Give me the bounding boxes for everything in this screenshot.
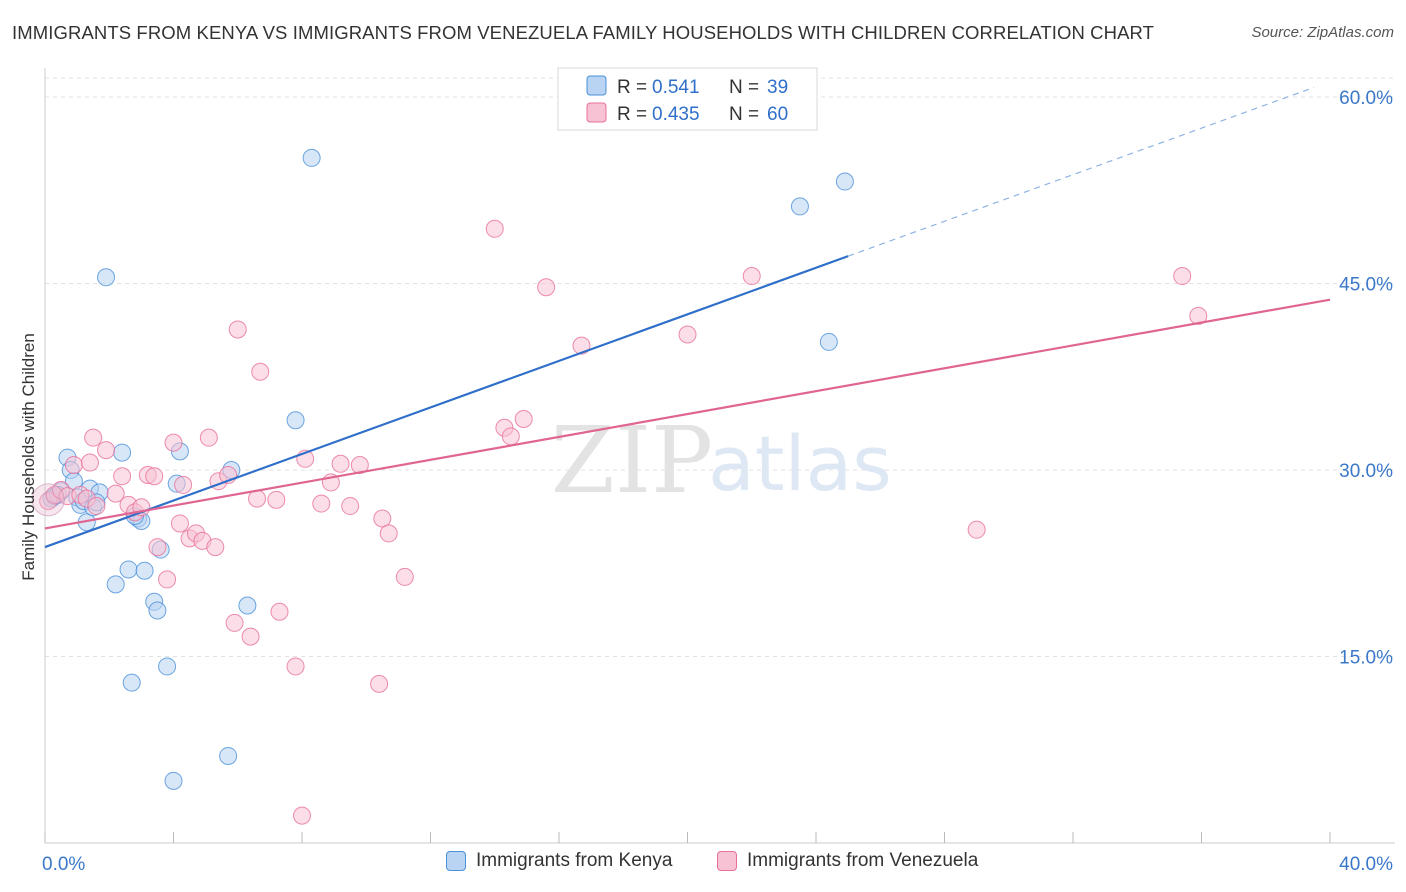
- data-point-1-52: [514, 410, 533, 429]
- data-point-1-21: [170, 514, 189, 533]
- legend-item-kenya: Immigrants from Kenya: [446, 850, 672, 872]
- data-point-0-16: [119, 560, 138, 579]
- watermark-atlas: atlas: [708, 419, 892, 508]
- legend-r-label-kenya: R =: [617, 77, 647, 98]
- series-legend: Immigrants from Kenya Immigrants from Ve…: [0, 850, 1406, 880]
- legend-r-label-venezuela: R =: [617, 104, 647, 125]
- data-point-1-56: [742, 267, 761, 286]
- legend-swatch-kenya: [586, 75, 607, 96]
- data-point-1-7: [80, 453, 99, 472]
- data-point-1-17: [145, 467, 164, 486]
- legend: R = 0.541 N = 39 R = 0.435 N = 60: [557, 67, 818, 131]
- data-point-1-40: [312, 494, 331, 513]
- data-point-0-32: [302, 148, 321, 167]
- trend-line-kenya-extension: [847, 86, 1315, 257]
- data-point-0-17: [122, 673, 141, 692]
- legend-r-value-kenya: 0.541: [652, 77, 700, 98]
- data-point-0-34: [819, 332, 838, 351]
- gridlines: [45, 77, 1395, 657]
- data-point-1-42: [331, 454, 350, 473]
- data-point-1-22: [174, 475, 193, 494]
- data-point-1-46: [373, 509, 392, 528]
- data-point-0-28: [219, 746, 238, 765]
- x-tick-label-0: 0.0%: [42, 854, 85, 875]
- data-point-1-11: [106, 484, 125, 503]
- data-point-1-12: [113, 467, 132, 486]
- data-point-1-37: [286, 657, 305, 676]
- data-point-1-31: [228, 320, 247, 339]
- chart-title: IMMIGRANTS FROM KENYA VS IMMIGRANTS FROM…: [12, 22, 1155, 43]
- data-point-cluster: [31, 483, 65, 517]
- data-point-0-24: [158, 657, 177, 676]
- data-point-1-47: [379, 524, 398, 543]
- legend-label-venezuela: Immigrants from Venezuela: [747, 850, 979, 871]
- data-point-1-54: [572, 336, 591, 355]
- legend-swatch-venezuela-bottom: [717, 851, 737, 871]
- series-1-points: [39, 219, 1208, 825]
- data-point-1-32: [241, 627, 260, 646]
- data-point-1-20: [164, 433, 183, 452]
- data-point-1-35: [267, 490, 286, 509]
- trend-lines: [44, 86, 1331, 549]
- data-point-1-58: [1173, 267, 1192, 286]
- data-point-1-44: [350, 456, 369, 475]
- data-point-1-39: [293, 806, 311, 825]
- x-tick-labels: 0.0% 40.0%: [42, 854, 1393, 875]
- data-point-1-4: [64, 456, 83, 475]
- data-point-0-13: [97, 268, 116, 287]
- y-tick-label-3: 60.0%: [1339, 88, 1393, 109]
- data-point-1-43: [341, 497, 360, 516]
- x-tick-label-1: 40.0%: [1339, 854, 1393, 875]
- y-tick-label-0: 15.0%: [1339, 648, 1393, 669]
- data-point-1-49: [485, 219, 504, 238]
- legend-n-label-kenya: N =: [729, 77, 759, 98]
- axes: [44, 68, 1395, 844]
- watermark: ZIP atlas: [551, 407, 892, 514]
- data-point-0-25: [164, 771, 183, 790]
- data-point-1-8: [84, 428, 103, 447]
- data-point-0-14: [113, 443, 132, 462]
- data-point-1-27: [206, 538, 225, 557]
- legend-swatch-kenya-bottom: [446, 851, 466, 871]
- data-points: [31, 148, 1208, 825]
- legend-n-value-kenya: 39: [767, 77, 788, 98]
- y-tick-labels: 15.0% 30.0% 45.0% 60.0%: [1339, 88, 1393, 669]
- data-point-1-30: [225, 613, 244, 632]
- legend-n-value-venezuela: 60: [767, 104, 788, 125]
- data-point-0-22: [148, 601, 167, 620]
- data-point-1-9: [87, 497, 106, 516]
- data-point-1-10: [97, 441, 116, 460]
- data-point-0-31: [286, 411, 305, 430]
- y-tick-label-1: 30.0%: [1339, 461, 1393, 482]
- y-tick-label-2: 45.0%: [1339, 275, 1393, 296]
- y-axis-label: Family Households with Children: [19, 333, 38, 581]
- data-point-0-15: [106, 575, 125, 594]
- data-point-0-30: [238, 596, 257, 615]
- data-point-1-26: [199, 428, 218, 447]
- legend-r-value-venezuela: 0.435: [652, 104, 700, 125]
- data-point-1-34: [251, 362, 270, 381]
- legend-swatch-venezuela: [586, 102, 607, 123]
- legend-n-label-venezuela: N =: [729, 104, 759, 125]
- data-point-1-59: [1189, 306, 1208, 325]
- data-point-0-20: [135, 561, 154, 580]
- trend-line-venezuela: [44, 298, 1331, 530]
- data-point-1-19: [158, 570, 177, 589]
- trend-line-kenya: [44, 255, 849, 549]
- data-point-1-51: [501, 427, 520, 446]
- data-point-1-53: [537, 278, 556, 297]
- legend-item-venezuela: Immigrants from Venezuela: [717, 850, 978, 872]
- data-point-1-48: [395, 567, 414, 586]
- data-point-1-55: [678, 325, 697, 344]
- data-point-1-18: [148, 538, 167, 557]
- data-point-0-33: [790, 197, 809, 216]
- data-point-1-45: [370, 674, 389, 693]
- legend-label-kenya: Immigrants from Kenya: [476, 850, 673, 871]
- data-point-1-57: [967, 520, 986, 539]
- chart-source: Source: ZipAtlas.com: [1251, 24, 1394, 41]
- data-point-1-36: [270, 602, 289, 621]
- data-point-0-35: [835, 172, 854, 191]
